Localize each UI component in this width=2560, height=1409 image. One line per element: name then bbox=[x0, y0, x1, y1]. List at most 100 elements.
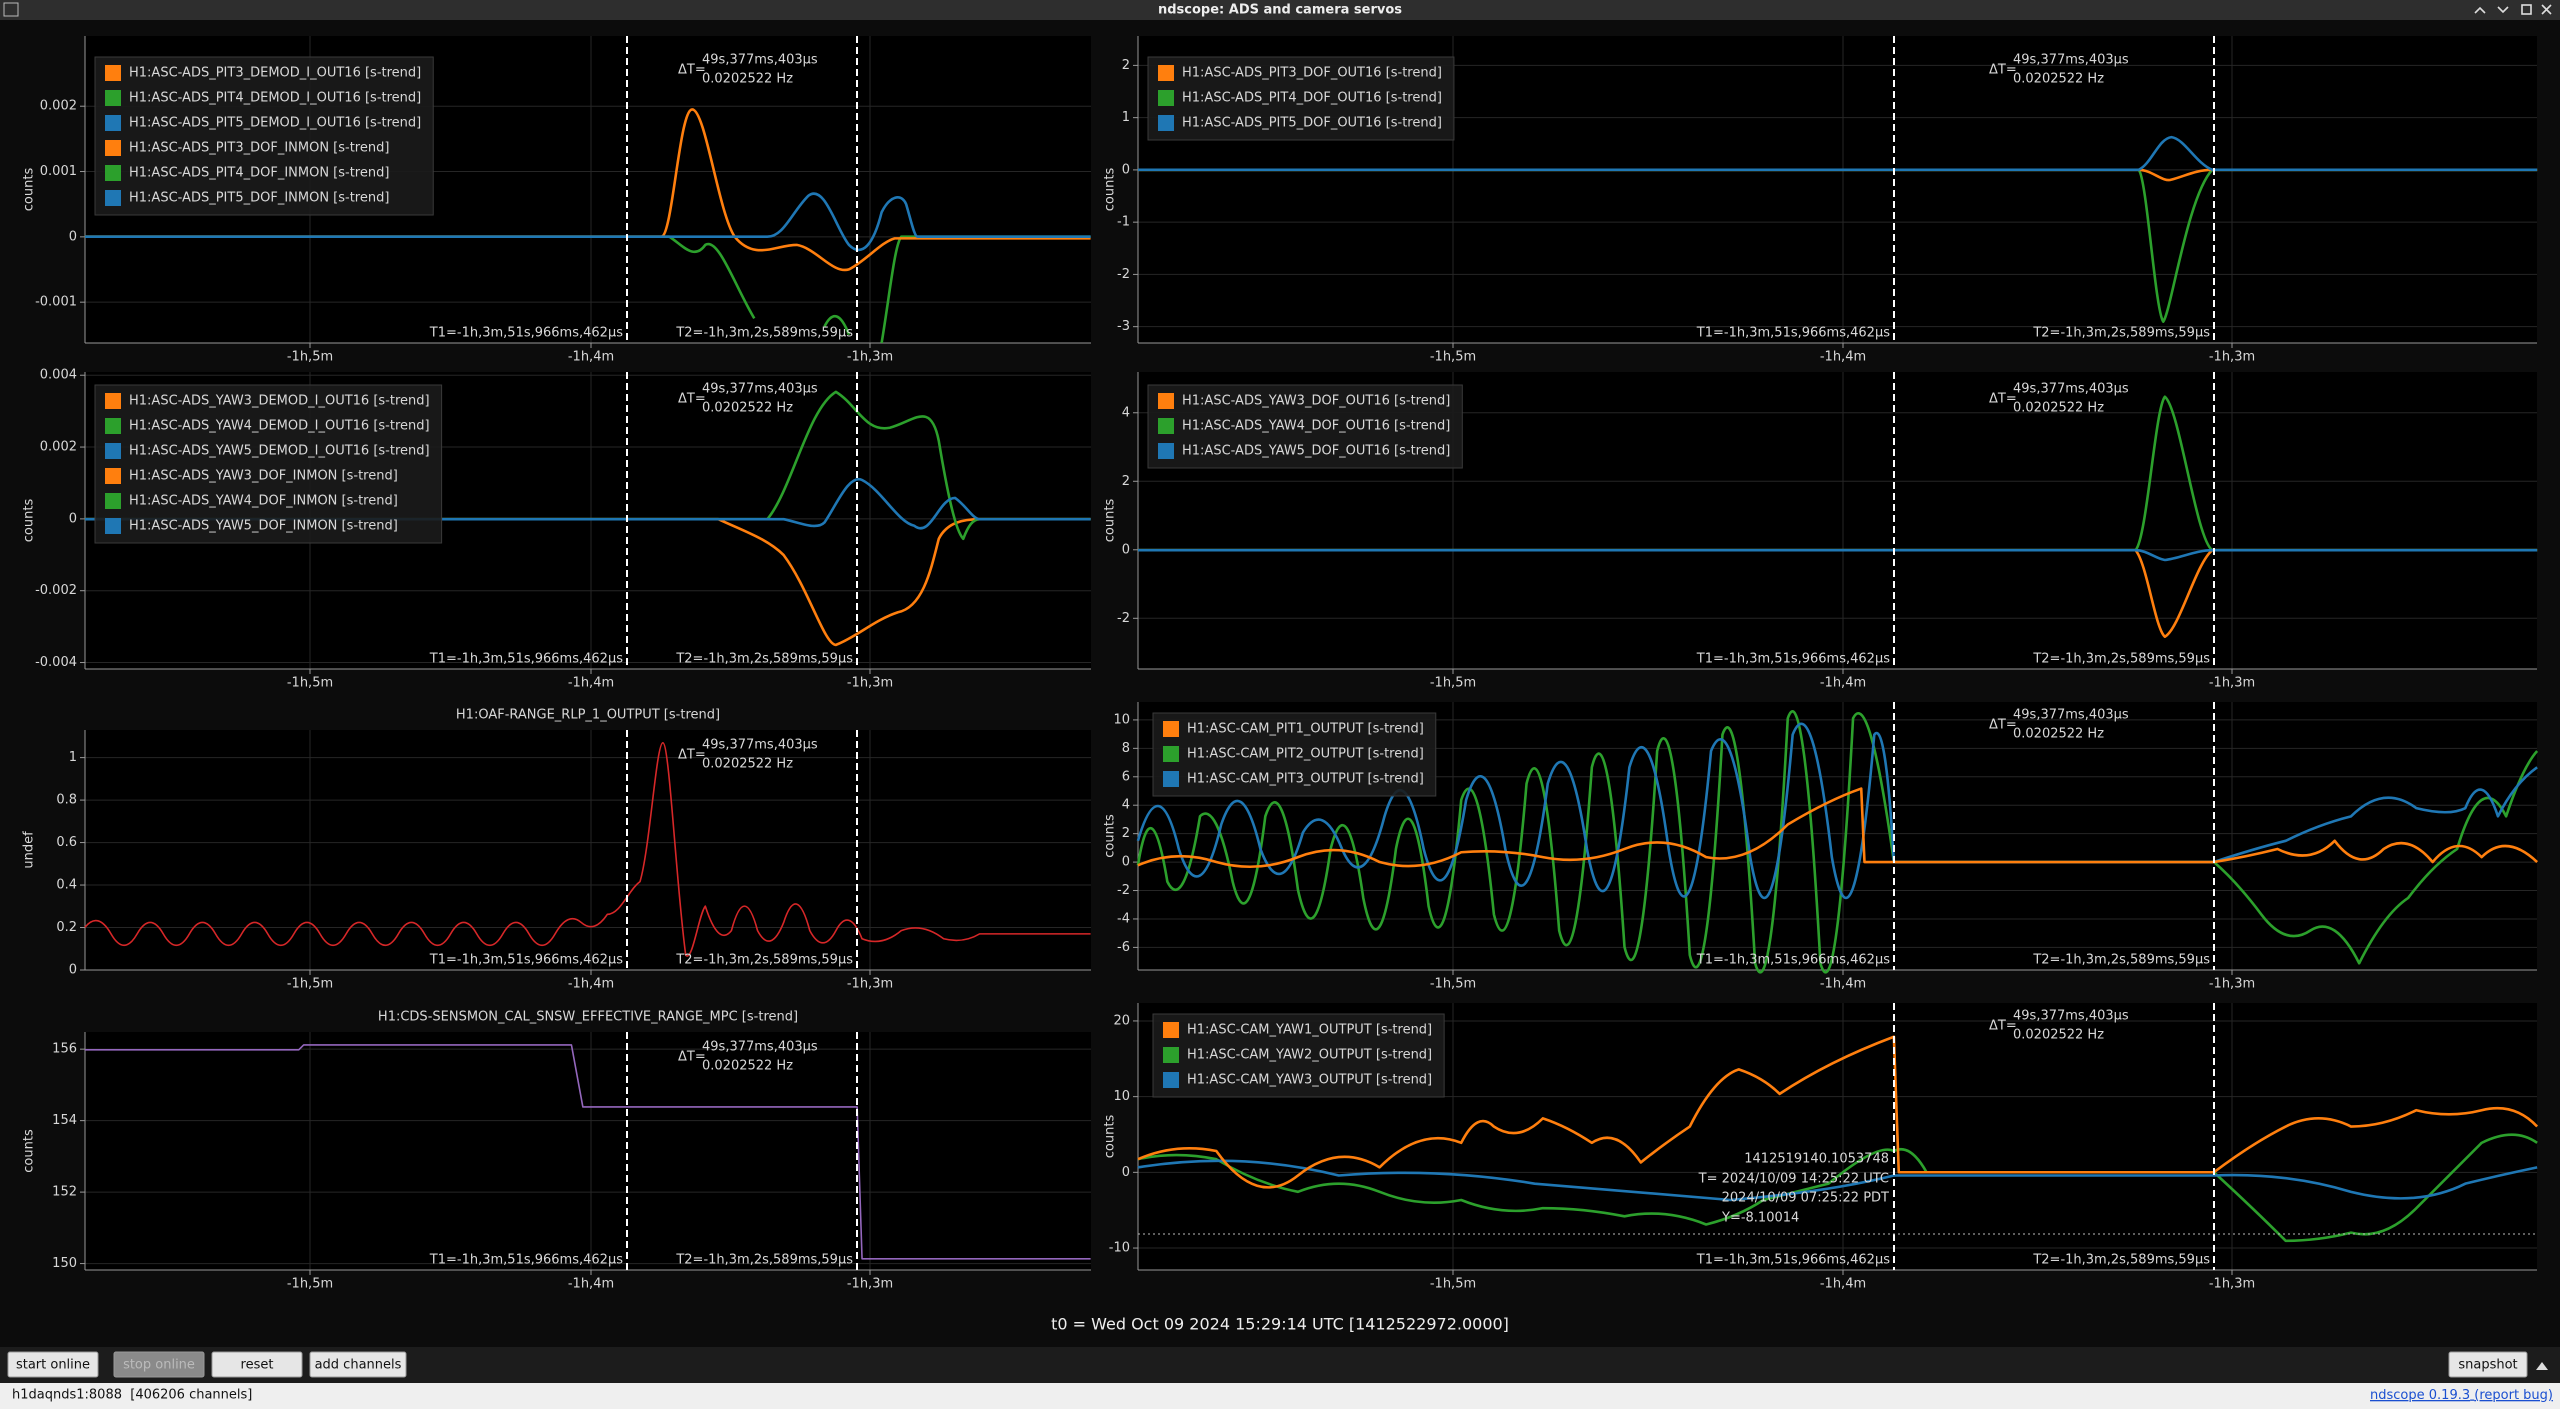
delta-f: 0.0202522 Hz bbox=[702, 401, 793, 416]
delta-f: 0.0202522 Hz bbox=[2013, 727, 2104, 742]
expand-arrow[interactable] bbox=[2536, 1362, 2548, 1370]
legend: H1:ASC-CAM_YAW1_OUTPUT [s-trend] H1:ASC-C… bbox=[1152, 1013, 1445, 1098]
legend: H1:ASC-ADS_YAW3_DOF_OUT16 [s-trend] H1:AS… bbox=[1147, 384, 1463, 469]
button-label[interactable]: add channels bbox=[315, 1358, 402, 1373]
x-tick-label: -1h,4m bbox=[1820, 350, 1866, 365]
t2-label: T2=-1h,3m,2s,589ms,59µs bbox=[675, 1253, 853, 1268]
legend-entry: H1:ASC-ADS_PIT4_DOF_OUT16 [s-trend] bbox=[1182, 91, 1442, 106]
legend-entry: H1:ASC-ADS_PIT3_DOF_INMON [s-trend] bbox=[129, 141, 389, 156]
y-axis-label: undef bbox=[22, 831, 37, 869]
snapshot-button[interactable] bbox=[2448, 1351, 2528, 1378]
y-axis-label: counts bbox=[1103, 168, 1118, 212]
y-tick-label: 0.001 bbox=[40, 164, 77, 179]
y-tick-label: 6 bbox=[1122, 769, 1130, 784]
delta-t: 49s,377ms,403µs bbox=[702, 1040, 818, 1055]
button-label[interactable]: start online bbox=[16, 1358, 90, 1373]
x-tick-label: -1h,5m bbox=[1430, 676, 1476, 691]
x-tick-label: -1h,3m bbox=[847, 1277, 893, 1292]
y-tick-label: 10 bbox=[1113, 1089, 1130, 1104]
x-tick-label: -1h,5m bbox=[287, 676, 333, 691]
y-tick-label: 0 bbox=[69, 511, 77, 526]
x-tick-label: -1h,4m bbox=[568, 977, 614, 992]
legend-swatch bbox=[1163, 1072, 1179, 1088]
legend-swatch bbox=[1163, 1022, 1179, 1038]
delta-t: 49s,377ms,403µs bbox=[702, 382, 818, 397]
button[interactable] bbox=[309, 1351, 407, 1378]
legend-entry: H1:ASC-ADS_PIT5_DOF_INMON [s-trend] bbox=[129, 191, 389, 206]
t0-label: t0 = Wed Oct 09 2024 15:29:14 UTC [14125… bbox=[1051, 1315, 1509, 1334]
legend-swatch bbox=[105, 443, 121, 459]
x-tick-label: -1h,4m bbox=[568, 676, 614, 691]
legend-box bbox=[1147, 384, 1463, 469]
delta-label: ΔT= bbox=[1989, 63, 2017, 78]
window-controls[interactable] bbox=[2474, 4, 2552, 15]
trace bbox=[1138, 789, 2537, 867]
report-link[interactable]: (report bug) bbox=[2474, 1388, 2553, 1403]
button-label: stop online bbox=[123, 1358, 195, 1373]
x-tick-label: -1h,3m bbox=[2209, 676, 2255, 691]
legend-entry: H1:ASC-ADS_PIT3_DEMOD_I_OUT16 [s-trend] bbox=[129, 66, 421, 81]
y-tick-label: 8 bbox=[1122, 741, 1130, 756]
t2-label: T2=-1h,3m,2s,589ms,59µs bbox=[675, 652, 853, 667]
trace bbox=[85, 519, 1091, 645]
y-tick-label: -2 bbox=[1117, 267, 1130, 282]
legend-entry: H1:ASC-CAM_PIT3_OUTPUT [s-trend] bbox=[1187, 772, 1424, 787]
trace bbox=[85, 743, 1091, 956]
delta-t: 49s,377ms,403µs bbox=[702, 53, 818, 68]
legend-swatch bbox=[1163, 746, 1179, 762]
button[interactable] bbox=[211, 1351, 303, 1378]
delta-label: ΔT= bbox=[1989, 1019, 2017, 1034]
close-button[interactable] bbox=[2541, 4, 2552, 15]
x-tick-label: -1h,3m bbox=[847, 676, 893, 691]
y-tick-label: 0 bbox=[1122, 855, 1130, 870]
legend-entry: H1:ASC-ADS_YAW3_DEMOD_I_OUT16 [s-trend] bbox=[129, 394, 430, 409]
shade-button[interactable] bbox=[2474, 6, 2486, 14]
x-tick-label: -1h,4m bbox=[568, 350, 614, 365]
y-tick-label: 154 bbox=[52, 1113, 77, 1128]
y-tick-label: 0.8 bbox=[56, 793, 77, 808]
t1-label: T1=-1h,3m,51s,966ms,462µs bbox=[1696, 326, 1890, 341]
snapshot-label[interactable]: snapshot bbox=[2458, 1358, 2517, 1373]
legend-swatch bbox=[1158, 443, 1174, 459]
delta-label: ΔT= bbox=[1989, 392, 2017, 407]
y-tick-label: -10 bbox=[1109, 1241, 1130, 1256]
delta-t: 49s,377ms,403µs bbox=[2013, 708, 2129, 723]
version-link[interactable]: ndscope 0.19.3 bbox=[2370, 1388, 2470, 1403]
y-tick-label: 4 bbox=[1122, 798, 1130, 813]
crosshair-text: 1412519140.1053748 bbox=[1744, 1152, 1889, 1167]
legend-swatch bbox=[1158, 90, 1174, 106]
y-axis-label: counts bbox=[1103, 814, 1118, 858]
x-tick-label: -1h,5m bbox=[1430, 977, 1476, 992]
delta-f: 0.0202522 Hz bbox=[702, 757, 793, 772]
minimize-button[interactable] bbox=[2497, 6, 2509, 14]
trace bbox=[1138, 711, 2537, 972]
delta-f: 0.0202522 Hz bbox=[2013, 72, 2104, 87]
trace bbox=[1138, 550, 2537, 637]
overlay-layer: ΔT= 49s,377ms,403µs 0.0202522 Hz T1=-1h,3m,… bbox=[94, 36, 2215, 1270]
trace bbox=[85, 479, 1091, 528]
button-label[interactable]: reset bbox=[241, 1358, 274, 1373]
legend-swatch bbox=[105, 140, 121, 156]
trace bbox=[85, 194, 1091, 250]
t1-label: T1=-1h,3m,51s,966ms,462µs bbox=[429, 953, 623, 968]
t1-label: T1=-1h,3m,51s,966ms,462µs bbox=[1696, 953, 1890, 968]
legend-entry: H1:ASC-ADS_YAW3_DOF_INMON [s-trend] bbox=[129, 469, 398, 484]
legend-swatch bbox=[105, 418, 121, 434]
x-tick-label: -1h,4m bbox=[1820, 676, 1866, 691]
delta-t: 49s,377ms,403µs bbox=[702, 738, 818, 753]
y-tick-label: 0 bbox=[1122, 1165, 1130, 1180]
y-tick-label: 10 bbox=[1113, 712, 1130, 727]
delta-f: 0.0202522 Hz bbox=[702, 1059, 793, 1074]
y-tick-label: -6 bbox=[1117, 940, 1130, 955]
legend-swatch bbox=[105, 190, 121, 206]
button[interactable] bbox=[7, 1351, 99, 1378]
y-tick-label: 2 bbox=[1122, 58, 1130, 73]
legend-box bbox=[1152, 712, 1437, 797]
maximize-button[interactable] bbox=[2521, 4, 2532, 15]
button bbox=[113, 1351, 205, 1378]
plot-title: H1:OAF-RANGE_RLP_1_OUTPUT [s-trend] bbox=[456, 708, 720, 723]
t1-label: T1=-1h,3m,51s,966ms,462µs bbox=[1696, 1253, 1890, 1268]
delta-f: 0.0202522 Hz bbox=[702, 72, 793, 87]
